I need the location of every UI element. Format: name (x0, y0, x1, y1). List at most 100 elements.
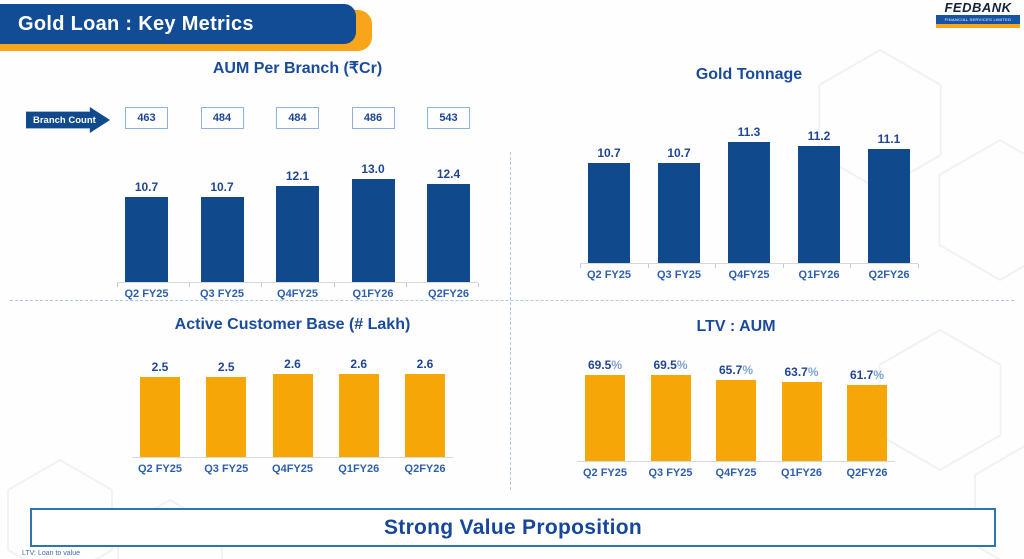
bar-column: 63.7% (781, 365, 822, 461)
branch-count-box: 484 (200, 107, 244, 129)
percent-sign: % (676, 358, 688, 372)
x-axis-label: Q3 FY25 (648, 467, 693, 479)
x-axis-label-text: Q4FY25 (728, 269, 770, 281)
x-axis-label: Q2FY26 (847, 467, 888, 479)
chart-title-aum-per-branch: AUM Per Branch (₹Cr) (212, 60, 383, 77)
bar (847, 384, 887, 461)
x-axis-label-text: Q2 FY25 (124, 288, 169, 300)
branch-count-box: 486 (351, 107, 395, 129)
axis-tick (478, 283, 479, 287)
x-axis-label: Q4FY25 (272, 463, 313, 475)
bar-column: 69.5% (650, 358, 691, 461)
bar-value-label: 69.5% (587, 358, 623, 372)
axis-tick (850, 264, 852, 268)
bar-value-label: 2.6 (416, 357, 434, 371)
bar-column: 2.6 (338, 357, 379, 457)
bar-value-label: 12.1 (285, 169, 310, 184)
bar-value-label: 13.0 (361, 162, 385, 176)
x-axis-label: Q3 FY25 (204, 463, 249, 475)
x-axis-label-text: Q2 FY25 (582, 467, 628, 479)
chart-title-ltv-aum: LTV : AUM (696, 318, 776, 335)
fedbank-logo-strip (936, 24, 1020, 28)
x-axis-label-text: Q3 FY25 (656, 269, 702, 281)
x-axis-label: Q4FY25 (728, 269, 770, 281)
bar-column: 10.7 (125, 180, 168, 282)
axis-tick (261, 283, 263, 287)
bar (351, 179, 395, 282)
plot-area: 2.5 2.5 2.6 2.6 2.6 (140, 354, 445, 457)
bar (200, 197, 244, 282)
bar-column: 12.1 (276, 169, 319, 282)
bar-value-label: 11.2 (807, 128, 831, 143)
plot-area: 69.5% 69.5% 65.7% 63.7% 61.7% (585, 355, 887, 461)
x-axis (132, 457, 453, 458)
bar-column: 2.6 (272, 357, 313, 457)
axis-tick (782, 264, 784, 268)
branch-count-box: 543 (427, 107, 470, 129)
x-axis-labels: Q2 FY25 Q3 FY25 Q4FY25 Q1FY26 Q2FY26 (124, 288, 470, 300)
bar-column: 11.2 (798, 128, 840, 263)
bar (405, 374, 445, 457)
title-banner: Gold Loan : Key Metrics (0, 4, 356, 44)
chart-gold-tonnage: Gold Tonnage 10.7 10.7 11.3 11.2 11.1 Q2 FY2… (580, 66, 919, 281)
x-axis-label: Q2 FY25 (124, 288, 169, 300)
x-axis-label-text: Q1FY26 (781, 467, 822, 479)
bar-value-label: 2.5 (217, 360, 235, 375)
bar-value-label: 10.7 (667, 145, 691, 160)
branch-count-arrow-label: Branch Count (26, 107, 110, 133)
bar-column: 10.7 (200, 180, 244, 282)
bar-column: 65.7% (716, 363, 756, 461)
value-proposition-text: Strong Value Proposition (383, 515, 643, 539)
plot-area: 10.7 10.7 12.1 13.0 12.4 (125, 159, 470, 282)
x-axis-label: Q3 FY25 (200, 288, 244, 300)
x-axis-label-text: Q4FY25 (277, 288, 318, 300)
x-axis-label-text: Q2 FY25 (586, 269, 632, 281)
bar-value-label: 65.7% (718, 362, 754, 377)
bar (427, 183, 470, 282)
branch-count-slot: 543 (427, 107, 470, 129)
axis-tick (580, 264, 581, 268)
percent-sign: % (873, 367, 885, 382)
x-axis-label-text: Q3 FY25 (204, 463, 249, 475)
x-axis-label-text: Q1FY26 (352, 288, 394, 300)
x-axis-label-text: Q3 FY25 (648, 467, 693, 479)
chart-active-customer-base: Active Customer Base (# Lakh) 2.5 2.5 2.6 2… (132, 316, 453, 475)
bar (798, 145, 840, 263)
bar-value-label: 61.7% (849, 367, 885, 382)
x-axis-label: Q1FY26 (338, 463, 379, 475)
x-axis-label-text: Q4FY25 (715, 467, 757, 479)
x-axis-label: Q4FY25 (276, 288, 319, 300)
bar (338, 374, 379, 457)
x-axis-label: Q2FY26 (868, 269, 910, 281)
ltv-footnote: LTV: Loan to value (22, 550, 80, 557)
bar-column: 12.4 (427, 167, 470, 282)
branch-count-label: Branch Count (33, 114, 96, 126)
chart-ltv-aum: LTV : AUM 69.5% 69.5% 65.7% 63.7% 61.7% Q2 F… (577, 318, 895, 479)
bar-column: 10.7 (588, 146, 630, 263)
x-axis-labels: Q2 FY25 Q3 FY25 Q4FY25 Q1FY26 Q2FY26 (582, 467, 888, 479)
horizontal-dashed-divider (10, 300, 1014, 301)
bar-value-label: 69.5% (653, 358, 688, 372)
x-axis-label: Q1FY26 (781, 467, 822, 479)
bar-value-label: 63.7% (784, 365, 819, 380)
x-axis-label: Q2FY26 (405, 463, 446, 475)
bar-column: 11.1 (868, 132, 910, 263)
x-axis-label: Q2 FY25 (582, 467, 628, 479)
bar-column: 11.3 (728, 125, 770, 263)
fedbank-logo-tagline: FINANCIAL SERVICES LIMITED (936, 15, 1020, 24)
x-axis (577, 461, 895, 462)
bar (125, 197, 168, 282)
chart-aum-per-branch: AUM Per Branch (₹Cr) 10.7 10.7 12.1 13.0 12.… (117, 58, 479, 300)
x-axis-label-text: Q1FY26 (798, 269, 840, 281)
bar-column: 2.5 (140, 360, 180, 457)
bar-column: 2.6 (405, 357, 445, 457)
bar-value-label: 10.7 (597, 145, 621, 160)
chart-title-active-customer-base: Active Customer Base (# Lakh) (174, 316, 411, 333)
branch-count-box: 484 (276, 107, 319, 129)
branch-count-slot: 463 (125, 107, 168, 129)
x-axis (117, 282, 479, 287)
branch-count-slot: 484 (200, 107, 244, 129)
x-axis-label-text: Q2 FY25 (137, 463, 183, 475)
bar (781, 382, 822, 461)
